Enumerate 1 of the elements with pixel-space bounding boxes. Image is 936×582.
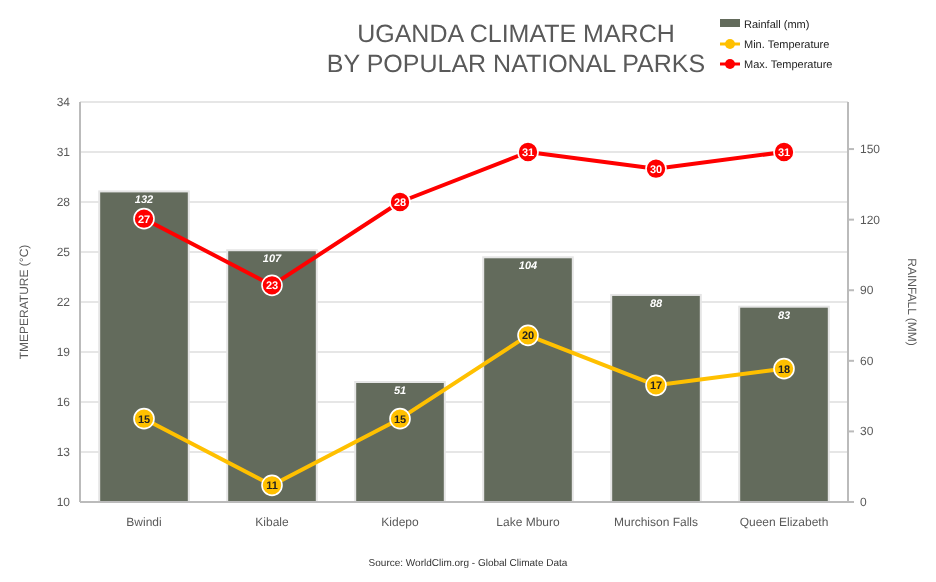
- chart-title: UGANDA CLIMATE MARCH BY POPULAR NATIONAL PARKS: [326, 20, 706, 78]
